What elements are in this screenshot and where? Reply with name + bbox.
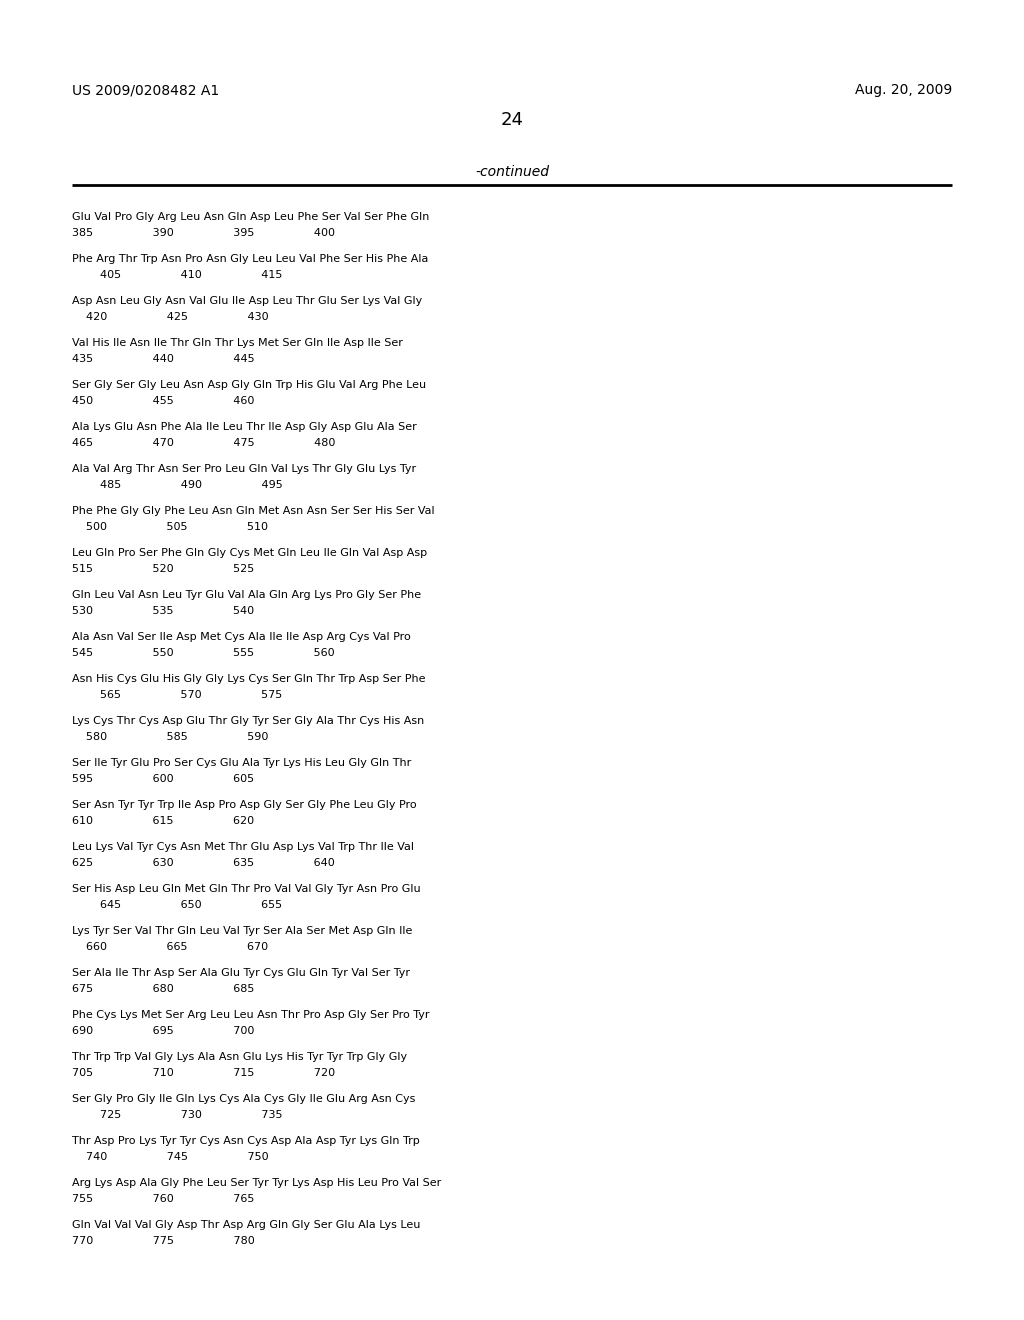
Text: 450                 455                 460: 450 455 460 xyxy=(72,396,254,407)
Text: 530                 535                 540: 530 535 540 xyxy=(72,606,254,616)
Text: Thr Asp Pro Lys Tyr Tyr Cys Asn Cys Asp Ala Asp Tyr Lys Gln Trp: Thr Asp Pro Lys Tyr Tyr Cys Asn Cys Asp … xyxy=(72,1137,420,1146)
Text: 24: 24 xyxy=(501,111,523,129)
Text: -continued: -continued xyxy=(475,165,549,180)
Text: Arg Lys Asp Ala Gly Phe Leu Ser Tyr Tyr Lys Asp His Leu Pro Val Ser: Arg Lys Asp Ala Gly Phe Leu Ser Tyr Tyr … xyxy=(72,1177,441,1188)
Text: Ala Asn Val Ser Ile Asp Met Cys Ala Ile Ile Asp Arg Cys Val Pro: Ala Asn Val Ser Ile Asp Met Cys Ala Ile … xyxy=(72,632,411,642)
Text: Thr Trp Trp Val Gly Lys Ala Asn Glu Lys His Tyr Tyr Trp Gly Gly: Thr Trp Trp Val Gly Lys Ala Asn Glu Lys … xyxy=(72,1052,408,1063)
Text: Ser Gly Ser Gly Leu Asn Asp Gly Gln Trp His Glu Val Arg Phe Leu: Ser Gly Ser Gly Leu Asn Asp Gly Gln Trp … xyxy=(72,380,426,389)
Text: 595                 600                 605: 595 600 605 xyxy=(72,774,254,784)
Text: 435                 440                 445: 435 440 445 xyxy=(72,354,255,364)
Text: 770                 775                 780: 770 775 780 xyxy=(72,1236,255,1246)
Text: Ser Ala Ile Thr Asp Ser Ala Glu Tyr Cys Glu Gln Tyr Val Ser Tyr: Ser Ala Ile Thr Asp Ser Ala Glu Tyr Cys … xyxy=(72,968,410,978)
Text: Ser His Asp Leu Gln Met Gln Thr Pro Val Val Gly Tyr Asn Pro Glu: Ser His Asp Leu Gln Met Gln Thr Pro Val … xyxy=(72,884,421,894)
Text: Leu Lys Val Tyr Cys Asn Met Thr Glu Asp Lys Val Trp Thr Ile Val: Leu Lys Val Tyr Cys Asn Met Thr Glu Asp … xyxy=(72,842,414,851)
Text: Phe Phe Gly Gly Phe Leu Asn Gln Met Asn Asn Ser Ser His Ser Val: Phe Phe Gly Gly Phe Leu Asn Gln Met Asn … xyxy=(72,506,434,516)
Text: 690                 695                 700: 690 695 700 xyxy=(72,1026,254,1036)
Text: 755                 760                 765: 755 760 765 xyxy=(72,1195,254,1204)
Text: Val His Ile Asn Ile Thr Gln Thr Lys Met Ser Gln Ile Asp Ile Ser: Val His Ile Asn Ile Thr Gln Thr Lys Met … xyxy=(72,338,402,348)
Text: 660                 665                 670: 660 665 670 xyxy=(72,942,268,952)
Text: Glu Val Pro Gly Arg Leu Asn Gln Asp Leu Phe Ser Val Ser Phe Gln: Glu Val Pro Gly Arg Leu Asn Gln Asp Leu … xyxy=(72,213,429,222)
Text: Lys Tyr Ser Val Thr Gln Leu Val Tyr Ser Ala Ser Met Asp Gln Ile: Lys Tyr Ser Val Thr Gln Leu Val Tyr Ser … xyxy=(72,927,413,936)
Text: Leu Gln Pro Ser Phe Gln Gly Cys Met Gln Leu Ile Gln Val Asp Asp: Leu Gln Pro Ser Phe Gln Gly Cys Met Gln … xyxy=(72,548,427,558)
Text: 565                 570                 575: 565 570 575 xyxy=(72,690,283,700)
Text: Gln Leu Val Asn Leu Tyr Glu Val Ala Gln Arg Lys Pro Gly Ser Phe: Gln Leu Val Asn Leu Tyr Glu Val Ala Gln … xyxy=(72,590,421,601)
Text: 485                 490                 495: 485 490 495 xyxy=(72,480,283,490)
Text: 515                 520                 525: 515 520 525 xyxy=(72,564,254,574)
Text: Lys Cys Thr Cys Asp Glu Thr Gly Tyr Ser Gly Ala Thr Cys His Asn: Lys Cys Thr Cys Asp Glu Thr Gly Tyr Ser … xyxy=(72,715,424,726)
Text: 580                 585                 590: 580 585 590 xyxy=(72,733,268,742)
Text: 610                 615                 620: 610 615 620 xyxy=(72,816,254,826)
Text: 725                 730                 735: 725 730 735 xyxy=(72,1110,283,1119)
Text: 625                 630                 635                 640: 625 630 635 640 xyxy=(72,858,335,869)
Text: Ser Ile Tyr Glu Pro Ser Cys Glu Ala Tyr Lys His Leu Gly Gln Thr: Ser Ile Tyr Glu Pro Ser Cys Glu Ala Tyr … xyxy=(72,758,412,768)
Text: 420                 425                 430: 420 425 430 xyxy=(72,312,268,322)
Text: Ala Val Arg Thr Asn Ser Pro Leu Gln Val Lys Thr Gly Glu Lys Tyr: Ala Val Arg Thr Asn Ser Pro Leu Gln Val … xyxy=(72,465,416,474)
Text: 385                 390                 395                 400: 385 390 395 400 xyxy=(72,228,335,238)
Text: 405                 410                 415: 405 410 415 xyxy=(72,271,283,280)
Text: 705                 710                 715                 720: 705 710 715 720 xyxy=(72,1068,335,1078)
Text: 645                 650                 655: 645 650 655 xyxy=(72,900,283,909)
Text: Phe Cys Lys Met Ser Arg Leu Leu Asn Thr Pro Asp Gly Ser Pro Tyr: Phe Cys Lys Met Ser Arg Leu Leu Asn Thr … xyxy=(72,1010,429,1020)
Text: Ser Asn Tyr Tyr Trp Ile Asp Pro Asp Gly Ser Gly Phe Leu Gly Pro: Ser Asn Tyr Tyr Trp Ile Asp Pro Asp Gly … xyxy=(72,800,417,810)
Text: Ala Lys Glu Asn Phe Ala Ile Leu Thr Ile Asp Gly Asp Glu Ala Ser: Ala Lys Glu Asn Phe Ala Ile Leu Thr Ile … xyxy=(72,422,417,432)
Text: US 2009/0208482 A1: US 2009/0208482 A1 xyxy=(72,83,219,96)
Text: Aug. 20, 2009: Aug. 20, 2009 xyxy=(855,83,952,96)
Text: Asn His Cys Glu His Gly Gly Lys Cys Ser Gln Thr Trp Asp Ser Phe: Asn His Cys Glu His Gly Gly Lys Cys Ser … xyxy=(72,675,426,684)
Text: 465                 470                 475                 480: 465 470 475 480 xyxy=(72,438,336,447)
Text: Gln Val Val Val Gly Asp Thr Asp Arg Gln Gly Ser Glu Ala Lys Leu: Gln Val Val Val Gly Asp Thr Asp Arg Gln … xyxy=(72,1220,421,1230)
Text: 675                 680                 685: 675 680 685 xyxy=(72,983,254,994)
Text: Phe Arg Thr Trp Asn Pro Asn Gly Leu Leu Val Phe Ser His Phe Ala: Phe Arg Thr Trp Asn Pro Asn Gly Leu Leu … xyxy=(72,253,428,264)
Text: 500                 505                 510: 500 505 510 xyxy=(72,521,268,532)
Text: 740                 745                 750: 740 745 750 xyxy=(72,1152,268,1162)
Text: Ser Gly Pro Gly Ile Gln Lys Cys Ala Cys Gly Ile Glu Arg Asn Cys: Ser Gly Pro Gly Ile Gln Lys Cys Ala Cys … xyxy=(72,1094,416,1104)
Text: Asp Asn Leu Gly Asn Val Glu Ile Asp Leu Thr Glu Ser Lys Val Gly: Asp Asn Leu Gly Asn Val Glu Ile Asp Leu … xyxy=(72,296,422,306)
Text: 545                 550                 555                 560: 545 550 555 560 xyxy=(72,648,335,657)
